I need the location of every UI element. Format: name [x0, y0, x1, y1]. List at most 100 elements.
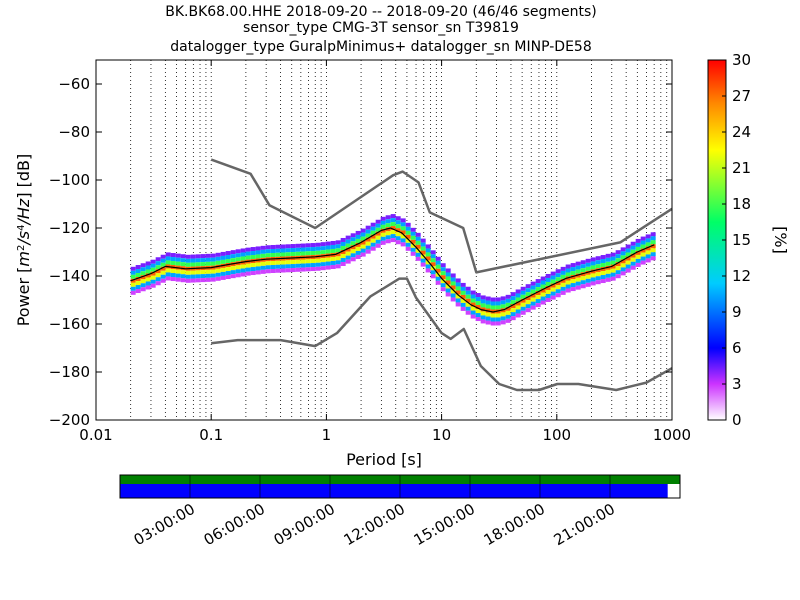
psd-cell — [565, 264, 571, 269]
psd-cell — [310, 243, 316, 248]
psd-cell — [215, 272, 221, 277]
psd-cell — [280, 260, 286, 265]
psd-cell — [170, 253, 176, 258]
psd-cell — [580, 272, 586, 277]
psd-cell — [630, 261, 636, 266]
psd-cell — [510, 316, 516, 321]
psd-cell — [635, 238, 641, 243]
psd-cell — [630, 249, 636, 254]
psd-cell — [245, 255, 251, 260]
psd-cell — [530, 293, 536, 298]
psd-cell — [260, 269, 266, 274]
psd-cell — [290, 264, 296, 269]
psd-cell — [485, 300, 491, 305]
psd-cell — [530, 297, 536, 302]
psd-cell — [395, 220, 401, 225]
psd-cell — [650, 256, 656, 261]
psd-cell — [360, 236, 366, 241]
x-tick-label: 0.01 — [79, 426, 112, 444]
timeline-tick-label: 09:00:00 — [271, 500, 338, 549]
psd-cell — [255, 266, 261, 271]
psd-cell — [190, 278, 196, 283]
psd-cell — [140, 287, 146, 292]
psd-cell — [425, 244, 431, 249]
psd-cell — [410, 239, 416, 244]
psd-cell — [640, 260, 646, 265]
psd-cell — [225, 251, 231, 256]
psd-cell — [205, 261, 211, 266]
psd-cell — [550, 295, 556, 300]
psd-cell — [210, 277, 216, 282]
psd-cell — [450, 289, 456, 294]
x-tick-label: 1000 — [653, 426, 691, 444]
psd-cell — [650, 232, 656, 237]
psd-cell — [345, 251, 351, 256]
psd-cell — [315, 250, 321, 255]
psd-cell — [410, 247, 416, 252]
psd-cell — [160, 274, 166, 279]
psd-cell — [375, 235, 381, 240]
psd-cell — [645, 234, 651, 239]
psd-cell — [455, 286, 461, 291]
psd-cell — [375, 219, 381, 224]
psd-cell — [525, 288, 531, 293]
psd-cell — [555, 273, 561, 278]
psd-cell — [190, 254, 196, 259]
psd-cell — [160, 270, 166, 275]
psd-cell — [140, 271, 146, 276]
y-axis: −200 −180 −160 −140 −120 −100 −80 −60 — [49, 75, 672, 429]
psd-cell — [505, 314, 511, 319]
psd-cell — [225, 271, 231, 276]
psd-cell — [270, 248, 276, 253]
psd-cell — [465, 286, 471, 291]
psd-cell — [455, 302, 461, 307]
psd-cell — [450, 297, 456, 302]
psd-cell — [390, 226, 396, 231]
psd-cell — [335, 248, 341, 253]
psd-cell — [360, 228, 366, 233]
psd-cell — [580, 260, 586, 265]
psd-cell — [235, 265, 241, 270]
timeline-tick-label: 03:00:00 — [131, 500, 198, 549]
psd-cell — [170, 277, 176, 282]
psd-cell — [265, 261, 271, 266]
psd-cell — [640, 244, 646, 249]
psd-cell — [305, 267, 311, 272]
psd-cell — [280, 244, 286, 249]
psd-cell — [380, 240, 386, 245]
psd-cell — [650, 252, 656, 257]
colorbar: 0 3 6 9 12 15 18 21 24 27 30 [%] — [707, 51, 790, 429]
timeline-tick-label: 21:00:00 — [551, 500, 618, 549]
psd-cell — [340, 249, 346, 254]
psd-cell — [570, 271, 576, 276]
psd-cell — [185, 258, 191, 263]
psd-cell — [280, 268, 286, 273]
psd-cell — [610, 272, 616, 277]
psd-cell — [385, 223, 391, 228]
psd-cell — [570, 275, 576, 280]
noise-model-curves — [130, 158, 673, 392]
psd-cell — [435, 260, 441, 265]
psd-cell — [165, 268, 171, 273]
psd-cell — [405, 222, 411, 227]
psd-cell — [285, 264, 291, 269]
psd-cell — [395, 240, 401, 245]
psd-cell — [650, 236, 656, 241]
psd-cell — [250, 263, 256, 268]
psd-cell — [450, 285, 456, 290]
psd-cell — [165, 276, 171, 281]
psd-cell — [245, 247, 251, 252]
psd-cell — [565, 268, 571, 273]
psd-cell — [605, 253, 611, 258]
psd-cell — [535, 287, 541, 292]
psd-cell — [350, 249, 356, 254]
psd-cell — [585, 270, 591, 275]
psd-cell — [480, 299, 486, 304]
psd-cell — [625, 260, 631, 265]
psd-cell — [175, 253, 181, 258]
psd-cell — [490, 297, 496, 302]
psd-cell — [390, 214, 396, 219]
psd-cell — [405, 246, 411, 251]
psd-cell — [270, 264, 276, 269]
psd-cell — [610, 264, 616, 269]
